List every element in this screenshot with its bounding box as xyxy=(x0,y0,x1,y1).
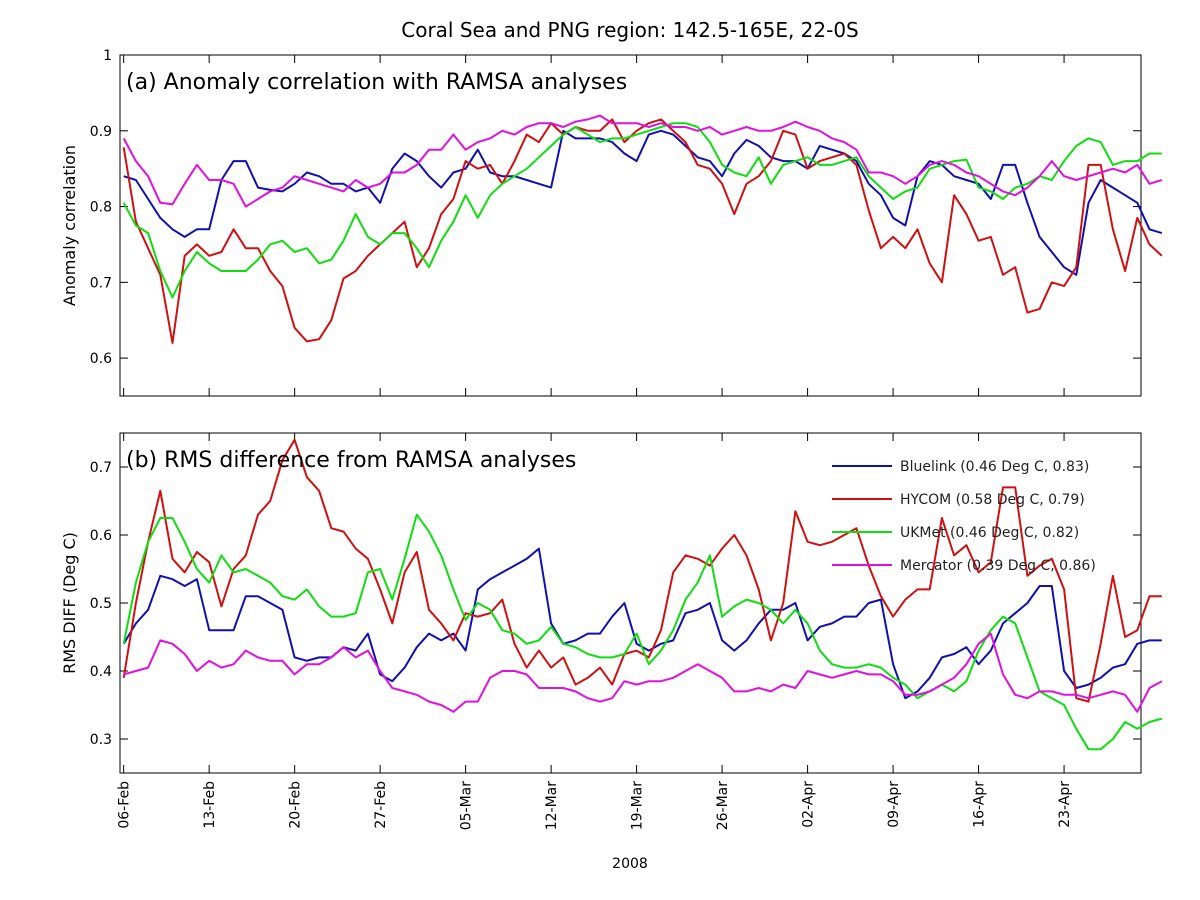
x-tick-label: 23-Apr xyxy=(1057,781,1073,828)
legend-item: HYCOM (0.58 Deg C, 0.79) xyxy=(900,492,1085,508)
y-tick-label: 0.4 xyxy=(90,664,112,680)
y-tick-label: 0.8 xyxy=(90,200,112,216)
series-line-ukmet xyxy=(122,122,1162,299)
y-axis-label: Anomaly correlation xyxy=(60,145,79,306)
x-tick-label: 27-Feb xyxy=(373,781,389,829)
x-tick-label: 05-Mar xyxy=(459,781,475,831)
x-tick-label: 06-Feb xyxy=(117,781,133,829)
x-tick-label: 19-Mar xyxy=(630,781,646,831)
y-tick-label: 0.6 xyxy=(90,528,112,544)
series-line-hycom xyxy=(122,118,1163,344)
y-tick-label: 0.5 xyxy=(90,596,112,612)
y-tick-label: 1 xyxy=(103,48,112,64)
plot-frame xyxy=(119,54,1142,397)
series-line-hycom xyxy=(122,438,1162,703)
series-line-mercator xyxy=(123,632,1163,713)
x-axis-label: 2008 xyxy=(612,856,648,872)
series-line-ukmet xyxy=(122,513,1163,751)
chart-title: Coral Sea and PNG region: 142.5-165E, 22… xyxy=(401,18,859,42)
y-axis-label: RMS DIFF (Deg C) xyxy=(60,532,79,674)
legend-item: UKMet (0.46 Deg C, 0.82) xyxy=(900,525,1079,541)
panel-b: 0.3 0.4 0.5 0.6 0.7 06-Feb 13-Feb 20-Feb 27-Feb 0… xyxy=(60,432,1163,831)
y-tick-label: 0.9 xyxy=(90,124,112,140)
panel-title: (b) RMS difference from RAMSA analyses xyxy=(126,448,576,473)
x-tick-label: 12-Mar xyxy=(544,781,560,831)
legend-item: Bluelink (0.46 Deg C, 0.83) xyxy=(900,459,1089,475)
plot-frame xyxy=(119,432,1142,774)
panel-title: (a) Anomaly correlation with RAMSA analy… xyxy=(126,70,627,95)
y-tick-label: 0.7 xyxy=(90,275,112,291)
x-tick-label: 16-Apr xyxy=(972,781,988,828)
y-tick-label: 0.7 xyxy=(90,460,112,476)
x-tick-label: 02-Apr xyxy=(801,781,817,828)
series-line-mercator xyxy=(122,114,1163,208)
panel-a: 0.6 0.7 0.8 0.9 1 Anomaly correlation (a) Anom… xyxy=(60,48,1163,397)
x-tick-label: 09-Apr xyxy=(886,781,902,828)
x-tick-label: 20-Feb xyxy=(288,781,304,829)
legend-item: Mercator (0.39 Deg C, 0.86) xyxy=(900,558,1096,574)
y-tick-label: 0.3 xyxy=(90,732,112,748)
x-tick-label: 13-Feb xyxy=(202,781,218,829)
y-tick-label: 0.6 xyxy=(90,351,112,367)
series-line-bluelink xyxy=(123,129,1163,276)
x-tick-label: 26-Mar xyxy=(715,781,731,831)
